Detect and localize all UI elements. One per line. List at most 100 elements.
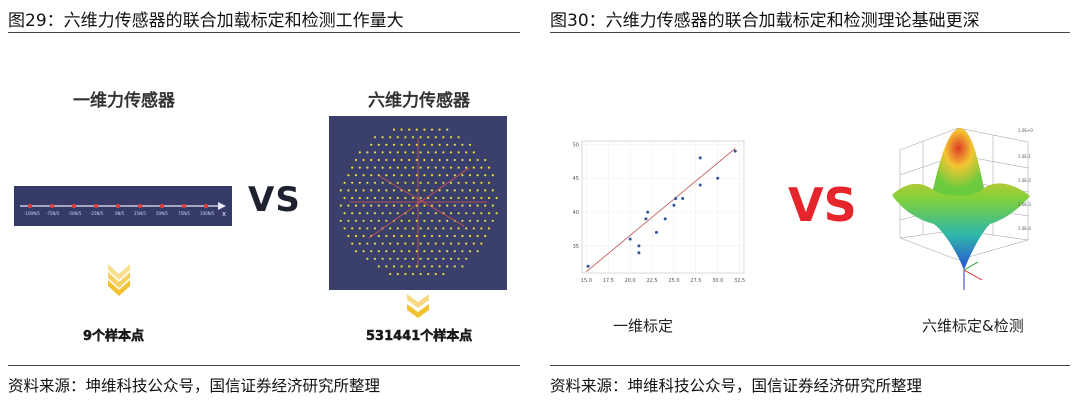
sample-point bbox=[442, 242, 445, 245]
sample-point bbox=[472, 242, 475, 245]
sample-point bbox=[389, 242, 392, 245]
sample-point bbox=[472, 227, 475, 230]
sample-point bbox=[476, 234, 479, 238]
sample-point bbox=[354, 158, 358, 162]
sample-point bbox=[411, 151, 415, 154]
sample-point bbox=[461, 143, 464, 146]
y-tick-label: 50 bbox=[573, 142, 579, 148]
data-point bbox=[672, 203, 676, 207]
sample-point bbox=[377, 204, 380, 207]
sample-point bbox=[461, 204, 464, 207]
sample-point bbox=[427, 227, 430, 230]
sample-point bbox=[430, 158, 434, 162]
sample-point bbox=[484, 204, 487, 207]
sample-point bbox=[415, 128, 418, 131]
sample-point bbox=[392, 128, 396, 131]
sample-point bbox=[347, 204, 350, 207]
sample-point bbox=[358, 151, 361, 154]
sample-point bbox=[419, 136, 422, 139]
sample-point bbox=[423, 189, 426, 192]
sample-point bbox=[392, 174, 396, 177]
sample-point bbox=[472, 212, 475, 215]
sample-point bbox=[430, 189, 434, 192]
sample-point bbox=[370, 219, 373, 222]
sample-point bbox=[465, 181, 468, 184]
vs-text-left: VS bbox=[248, 180, 301, 220]
sample-point bbox=[453, 204, 456, 207]
surface-plot-svg: 1.0E+0 1.0E-1 1.0E-2 1.0E-3 1.0E-4 bbox=[892, 127, 1033, 290]
sample-point bbox=[442, 151, 445, 154]
sample-point bbox=[408, 158, 411, 162]
sample-point bbox=[449, 196, 453, 200]
sample-point bbox=[351, 212, 354, 215]
sample-point bbox=[427, 257, 430, 260]
svg-text:1.0E-1: 1.0E-1 bbox=[1018, 154, 1031, 159]
sample-point bbox=[343, 196, 346, 200]
sample-point bbox=[468, 204, 472, 207]
sample-point bbox=[468, 143, 472, 146]
sample-point bbox=[434, 242, 437, 245]
sample-point bbox=[415, 158, 418, 162]
sample-point bbox=[411, 272, 415, 276]
sample-point bbox=[411, 212, 415, 215]
sample-point bbox=[438, 158, 441, 162]
sample-point bbox=[389, 151, 392, 154]
sample-point bbox=[358, 166, 361, 169]
data-point bbox=[586, 264, 590, 268]
sample-point bbox=[377, 143, 380, 146]
sample-point bbox=[476, 204, 479, 207]
sample-point bbox=[484, 234, 487, 238]
sample-point bbox=[491, 219, 494, 222]
one-dimensional-sample-line: -100N/5 -75N/5 -50N/5 -25N/5 0N/5 25N/5 50N/… bbox=[14, 186, 232, 226]
sample-point bbox=[484, 158, 487, 162]
sample-point bbox=[446, 128, 449, 131]
sample-point bbox=[366, 242, 369, 245]
sample-point bbox=[423, 265, 426, 268]
sample-point bbox=[468, 219, 472, 222]
sample-point bbox=[476, 174, 479, 177]
sample-point bbox=[358, 196, 361, 200]
sample-point bbox=[362, 174, 365, 177]
x-axis-letter: x bbox=[222, 210, 226, 218]
sample-point bbox=[438, 128, 441, 131]
sample-point bbox=[354, 250, 358, 253]
sample-point bbox=[400, 265, 403, 268]
sample-point bbox=[419, 166, 422, 169]
sample-point bbox=[366, 181, 369, 184]
sample-point bbox=[400, 250, 403, 253]
sample-point bbox=[476, 158, 479, 162]
sample-point bbox=[461, 234, 464, 238]
sample-point bbox=[442, 227, 445, 230]
six-dimensional-sensor-label: 六维力传感器 bbox=[368, 91, 470, 111]
sample-point bbox=[442, 181, 445, 184]
sample-point bbox=[419, 227, 422, 230]
sample-point bbox=[480, 196, 483, 200]
sample-point bbox=[472, 151, 475, 154]
x-tick-label: 22.5 bbox=[646, 278, 657, 284]
sample-point bbox=[351, 181, 354, 184]
sample-point bbox=[434, 212, 437, 215]
sample-point bbox=[373, 212, 377, 215]
sample-point bbox=[415, 234, 418, 238]
sample-point bbox=[343, 181, 346, 184]
sample-point bbox=[385, 189, 388, 192]
svg-text:1.0E-4: 1.0E-4 bbox=[1018, 226, 1031, 231]
sample-point bbox=[347, 174, 350, 177]
sample-point bbox=[354, 174, 358, 177]
sample-point bbox=[358, 227, 361, 230]
sample-point bbox=[457, 227, 460, 230]
sample-point bbox=[385, 250, 388, 253]
sample-point bbox=[449, 181, 453, 184]
figure-29-panel: 图29：六维力传感器的联合加载标定和检测工作量大 一维力传感器 六维力传感器 -… bbox=[8, 0, 520, 400]
svg-text:1.0E-2: 1.0E-2 bbox=[1018, 178, 1031, 183]
sample-point bbox=[427, 136, 430, 139]
svg-text:1.0E-3: 1.0E-3 bbox=[1018, 202, 1031, 207]
figure-30-top-rule bbox=[550, 32, 1070, 33]
sample-cloud-graphic bbox=[339, 128, 498, 276]
sample-point bbox=[370, 189, 373, 192]
sample-point bbox=[400, 143, 403, 146]
sample-point bbox=[468, 189, 472, 192]
sample-point bbox=[430, 204, 434, 207]
sample-point bbox=[415, 174, 418, 177]
sample-point bbox=[354, 219, 358, 222]
